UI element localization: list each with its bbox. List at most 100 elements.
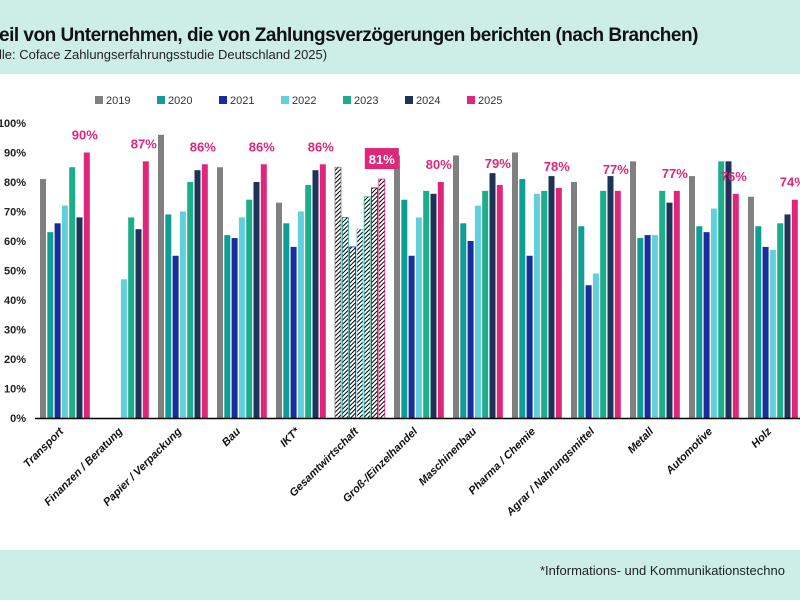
- data-label-2025: 81%: [369, 152, 395, 167]
- y-axis: 0% 10% 20% 30% 40% 50% 60% 70% 80% 90% 100%: [0, 118, 26, 425]
- bar-2021: [231, 238, 238, 418]
- bar-2019: [748, 196, 754, 418]
- bar-2022: [769, 249, 776, 418]
- bar-2025: [791, 199, 798, 418]
- bar-2019: [158, 134, 164, 419]
- data-label-2025: 80%: [426, 157, 452, 172]
- legend-label-2019: 2019: [106, 95, 130, 107]
- y-tick-label: 70%: [4, 207, 26, 219]
- bar-2022: [61, 205, 68, 418]
- legend-label-2023: 2023: [354, 95, 378, 107]
- bar-2020: [47, 232, 54, 418]
- bar-2019: [276, 202, 282, 418]
- x-tick-label: Maschinenbau: [417, 425, 480, 488]
- bar-chart: 2019 2020 2021 2022 2023 2024 2025 0% 10% 20% 30%…: [0, 95, 800, 519]
- y-tick-label: 20%: [4, 354, 26, 366]
- bar-2025: [437, 182, 444, 418]
- bar-2024: [194, 170, 201, 418]
- bar-2023: [305, 184, 312, 418]
- data-label-2025: 74%: [780, 175, 800, 190]
- data-label-2025: 79%: [485, 156, 511, 171]
- y-tick-label: 50%: [4, 266, 26, 278]
- legend-swatch-2021: [219, 96, 227, 104]
- bar-2023: [718, 161, 725, 418]
- bar-2025: [83, 152, 90, 418]
- bar-2019: [40, 179, 46, 418]
- legend-swatch-2019: [95, 96, 103, 104]
- legend: 2019 2020 2021 2022 2023 2024 2025: [95, 95, 502, 107]
- bar-2024: [548, 176, 555, 418]
- bar-2025: [378, 178, 386, 419]
- bar-2022: [474, 205, 481, 418]
- bar-2022: [415, 217, 422, 418]
- bar-2019: [334, 166, 342, 419]
- bar-2022: [592, 273, 599, 418]
- bar-2020: [283, 223, 290, 418]
- bar-2025: [201, 164, 208, 418]
- bar-2025: [260, 164, 267, 418]
- x-tick-label: Transport: [21, 425, 67, 471]
- legend-swatch-2023: [343, 96, 351, 104]
- legend-label-2021: 2021: [230, 95, 254, 107]
- bar-2020: [341, 216, 349, 419]
- data-label-2025: 77%: [603, 162, 629, 177]
- bar-2022: [238, 217, 245, 418]
- bar-2023: [363, 196, 371, 419]
- bar-2021: [408, 255, 415, 418]
- bar-2021: [172, 255, 179, 418]
- legend-swatch-2024: [405, 96, 413, 104]
- x-tick-label: Bau: [220, 425, 243, 448]
- bar-2023: [187, 182, 194, 418]
- legend-swatch-2022: [281, 96, 289, 104]
- bar-2023: [777, 223, 784, 418]
- legend-label-2025: 2025: [478, 95, 502, 107]
- bar-2020: [224, 235, 231, 418]
- bar-2021: [585, 285, 592, 418]
- bar-2025: [555, 187, 562, 418]
- bar-2019: [217, 167, 223, 418]
- header-band: eil von Unternehmen, die von Zahlungsver…: [0, 0, 800, 74]
- bar-2021: [349, 246, 357, 419]
- y-tick-label: 30%: [4, 325, 26, 337]
- x-tick-label: Holz: [749, 425, 774, 450]
- bar-2020: [696, 226, 703, 418]
- bar-2021: [54, 223, 61, 418]
- bar-2019: [689, 176, 695, 418]
- bar-2022: [297, 211, 304, 418]
- bar-2024: [725, 161, 732, 418]
- footer-band: *Informations- und Kommunikationstechno: [0, 550, 800, 600]
- y-tick-label: 40%: [4, 295, 26, 307]
- bar-2025: [319, 164, 326, 418]
- legend-label-2022: 2022: [292, 95, 316, 107]
- x-tick-label: IKT*: [278, 425, 303, 450]
- bar-2025: [496, 184, 503, 418]
- bar-2020: [460, 223, 467, 418]
- y-tick-label: 100%: [0, 118, 26, 130]
- bar-2024: [607, 176, 614, 418]
- bar-2025: [614, 190, 621, 418]
- bar-2021: [467, 241, 474, 418]
- bar-2023: [128, 217, 135, 418]
- bar-2022: [710, 208, 717, 418]
- data-label-2025: 87%: [131, 136, 157, 151]
- data-label-2025: 78%: [544, 159, 570, 174]
- y-tick-label: 90%: [4, 148, 26, 160]
- data-label-2025: 86%: [249, 139, 275, 154]
- bar-2020: [165, 214, 172, 418]
- legend-label-2024: 2024: [416, 95, 440, 107]
- bar-2025: [732, 193, 739, 418]
- legend-swatch-2020: [157, 96, 165, 104]
- bar-2020: [519, 179, 526, 418]
- y-tick-label: 80%: [4, 177, 26, 189]
- bar-2020: [578, 226, 585, 418]
- chart-source: lle: Coface Zahlungserfahrungsstudie Deu…: [0, 47, 328, 62]
- bar-2021: [290, 246, 297, 418]
- y-tick-label: 0%: [10, 413, 26, 425]
- bar-2019: [512, 152, 518, 418]
- bar-2021: [762, 246, 769, 418]
- x-tick-label: Automotive: [663, 426, 715, 478]
- bar-2020: [637, 238, 644, 418]
- legend-swatch-2025: [467, 96, 475, 104]
- bar-2024: [135, 229, 142, 418]
- bar-2019: [571, 182, 577, 418]
